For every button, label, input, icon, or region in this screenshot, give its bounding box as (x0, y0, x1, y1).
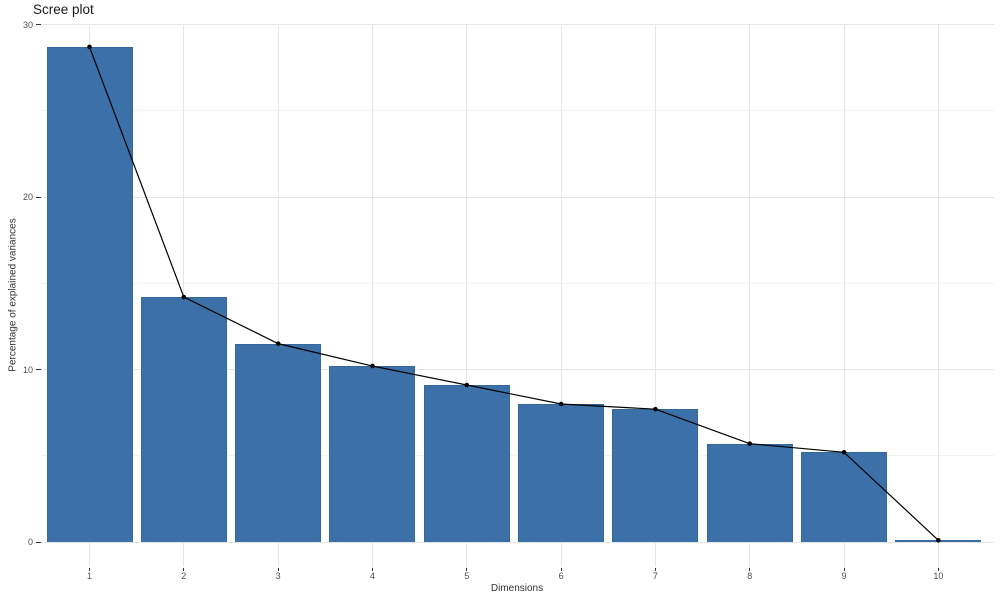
bar-dim7 (612, 409, 699, 542)
data-point-dim7 (653, 406, 658, 412)
gridline-major-y0 (41, 541, 994, 543)
y-tick-label-0: 0 (27, 537, 33, 547)
data-point-dim1 (87, 44, 92, 50)
y-tick-10 (36, 369, 41, 370)
y-tick-label-10: 10 (22, 364, 33, 375)
gridline-x-dim9 (843, 24, 845, 567)
x-tick-6 (560, 568, 562, 571)
data-point-dim3 (275, 341, 281, 346)
x-tick-2 (183, 568, 185, 571)
data-point-dim5 (464, 382, 470, 388)
x-tick-label-3: 3 (275, 571, 281, 581)
data-point-dim4 (370, 363, 375, 369)
bar-dim3 (235, 343, 322, 542)
bar-dim2 (140, 297, 227, 542)
gridline-x-dim8 (749, 24, 751, 567)
gridline-x-dim4 (371, 24, 373, 567)
bar-dim8 (706, 443, 793, 542)
x-tick-label-8: 8 (747, 571, 753, 581)
x-tick-label-7: 7 (652, 571, 658, 581)
x-tick-label-2: 2 (181, 571, 187, 581)
x-axis-title: Dimensions (490, 583, 544, 594)
data-point-dim6 (558, 401, 564, 407)
gridline-major-y10 (41, 369, 994, 370)
bar-dim1 (46, 46, 133, 542)
x-tick-5 (466, 568, 468, 571)
y-tick-label-30: 30 (22, 19, 33, 30)
gridline-x-dim6 (560, 24, 562, 567)
x-tick-7 (654, 568, 656, 571)
gridline-minor-y15 (41, 282, 994, 284)
y-tick-30 (36, 24, 41, 25)
gridline-minor-y25 (41, 110, 994, 112)
gridline-x-dim3 (277, 24, 279, 567)
data-point-dim10 (936, 537, 941, 543)
variance-line (88, 46, 939, 541)
bar-dim5 (423, 385, 510, 542)
x-tick-4 (371, 568, 373, 571)
x-tick-label-6: 6 (558, 571, 564, 581)
x-tick-8 (749, 568, 751, 571)
gridline-x-dim5 (466, 24, 468, 567)
gridline-major-y20 (41, 196, 994, 198)
y-tick-0 (36, 541, 41, 543)
gridline-x-dim7 (654, 24, 656, 567)
x-tick-label-1: 1 (86, 571, 93, 581)
x-tick-label-5: 5 (464, 571, 470, 581)
y-tick-label-20: 20 (22, 192, 33, 202)
variance-line-overlay (87, 44, 941, 543)
plot-panel (41, 24, 994, 567)
data-point-dim8 (747, 441, 753, 446)
bar-dim4 (329, 366, 416, 542)
x-tick-10 (937, 568, 939, 571)
gridline-x-dim10 (937, 24, 939, 567)
chart-title: Scree plot (33, 2, 94, 17)
x-tick-1 (89, 568, 90, 571)
x-tick-label-4: 4 (369, 571, 375, 581)
y-tick-20 (36, 196, 41, 198)
gridline-major-y30 (41, 24, 994, 25)
x-tick-label-10: 10 (933, 571, 944, 581)
gridline-minor-y5 (41, 455, 994, 457)
data-point-dim2 (181, 294, 187, 300)
y-axis-title: Percentage of explained variances (7, 218, 19, 372)
x-tick-label-9: 9 (841, 571, 847, 581)
x-tick-3 (277, 568, 279, 571)
data-point-dim9 (841, 450, 847, 455)
x-tick-9 (843, 568, 845, 571)
